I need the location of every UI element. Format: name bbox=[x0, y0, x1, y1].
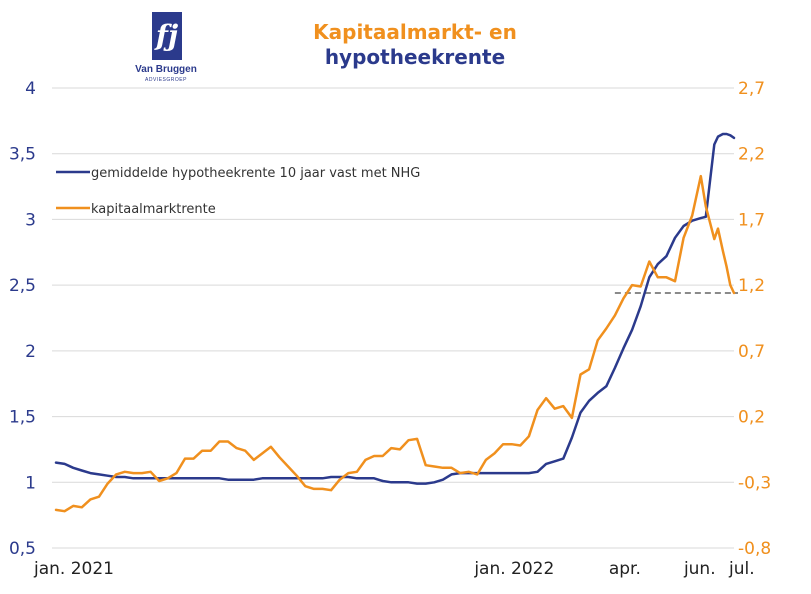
x-tick-label: jun. bbox=[683, 559, 716, 579]
y-left-tick-label: 3,5 bbox=[9, 145, 36, 165]
chart-title-line1: Kapitaalmarkt- en bbox=[313, 20, 517, 44]
chart-title: Kapitaalmarkt- en hypotheekrente bbox=[250, 20, 580, 70]
legend-label: kapitaalmarktrente bbox=[91, 202, 216, 217]
y-right-tick-label: 2,7 bbox=[738, 79, 765, 99]
series-line bbox=[54, 132, 736, 485]
y-right-tick-label: 2,2 bbox=[738, 145, 765, 165]
y-right-tick-label: 0,7 bbox=[738, 342, 765, 362]
company-logo: fj Van Bruggen ADVIESGROEP bbox=[130, 12, 202, 90]
logo-mark: fj bbox=[152, 12, 182, 60]
chart-title-line2: hypotheekrente bbox=[324, 45, 506, 69]
y-right-tick-label: 1,7 bbox=[738, 210, 765, 230]
y-left-tick-label: 4 bbox=[25, 79, 36, 99]
series-line bbox=[54, 174, 736, 513]
y-left-tick-label: 1,5 bbox=[9, 408, 36, 428]
y-right-tick-label: 1,2 bbox=[738, 276, 765, 296]
logo-subtitle: ADVIESGROEP bbox=[145, 77, 187, 83]
y-left-tick-label: 1 bbox=[25, 473, 36, 493]
x-tick-label: jul. bbox=[728, 559, 755, 579]
y-right-tick-label: -0,8 bbox=[738, 539, 771, 559]
y-right-tick-label: 0,2 bbox=[738, 408, 765, 428]
x-tick-label: jan. 2022 bbox=[473, 559, 554, 579]
y-left-tick-label: 2 bbox=[25, 342, 36, 362]
y-left-tick-label: 0,5 bbox=[9, 539, 36, 559]
legend-label: gemiddelde hypotheekrente 10 jaar vast m… bbox=[91, 166, 420, 181]
y-left-tick-label: 2,5 bbox=[9, 276, 36, 296]
x-tick-label: apr. bbox=[609, 559, 641, 579]
y-left-tick-label: 3 bbox=[25, 210, 36, 230]
x-tick-label: jan. 2021 bbox=[33, 559, 114, 579]
logo-name: Van Bruggen bbox=[135, 64, 197, 75]
y-right-tick-label: -0,3 bbox=[738, 473, 771, 493]
